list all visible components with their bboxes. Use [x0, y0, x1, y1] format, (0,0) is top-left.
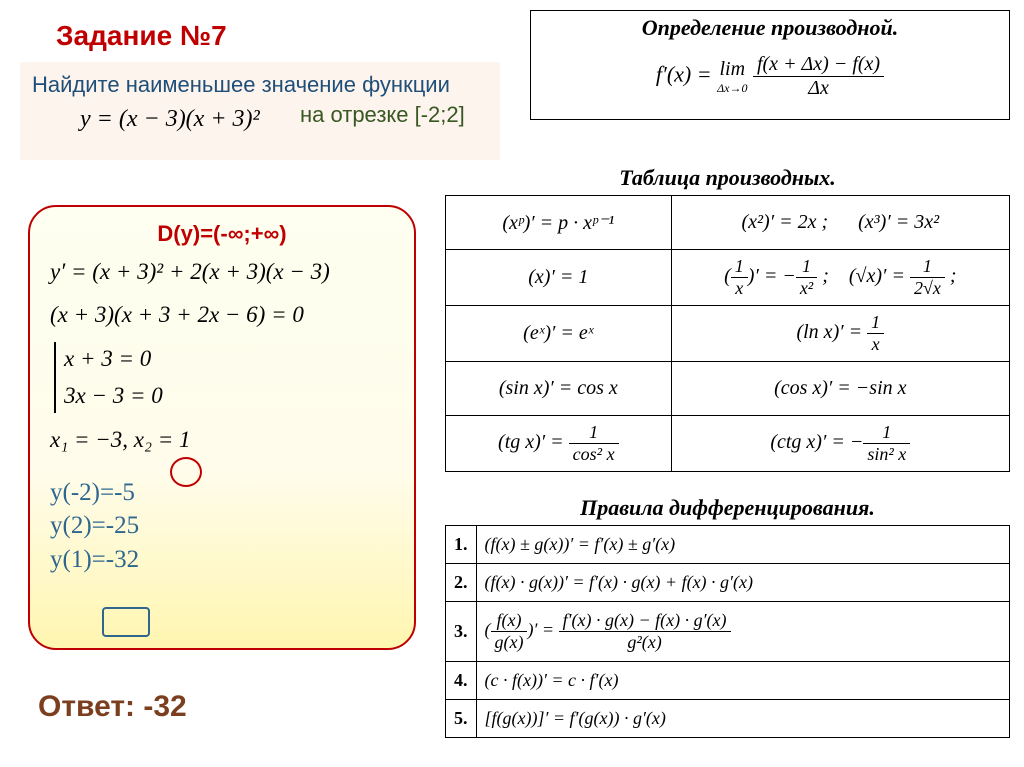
- f: 1: [796, 256, 817, 278]
- f: 1: [569, 422, 619, 444]
- rule-4: (c · f(x))′ = c · f′(x): [476, 662, 1010, 700]
- deriv-r3c2: (ln x)′ = 1x: [671, 306, 1009, 362]
- solution-box: D(y)=(-∞;+∞) y′ = (x + 3)² + 2(x + 3)(x …: [28, 205, 416, 650]
- rule-num-3: 3.: [446, 602, 477, 662]
- f: 1: [863, 422, 910, 444]
- def-sub: Δx→0: [717, 81, 747, 96]
- f: g(x): [491, 632, 528, 653]
- highlight-box: [102, 607, 150, 637]
- deriv-r1c2a: (x²)′ = 2x ;: [742, 211, 829, 233]
- def-den: Δx: [753, 77, 884, 100]
- f: g²(x): [559, 632, 731, 653]
- f: (√x)′: [849, 265, 887, 287]
- deriv-r1c1: (xᵖ)′ = p · xᵖ⁻¹: [446, 196, 672, 250]
- f: 1: [731, 256, 748, 278]
- rule-num-4: 4.: [446, 662, 477, 700]
- domain-text: D(y)=(-∞;+∞): [50, 221, 394, 247]
- rules-table-title: Правила дифференцирования.: [445, 495, 1010, 521]
- diff-rules-table: Правила дифференцирования. 1.(f(x) ± g(x…: [445, 495, 1010, 738]
- deriv-r1c2b: (x³)′ = 3x²: [858, 211, 939, 233]
- rule-num-1: 1.: [446, 526, 477, 564]
- highlight-circle: [170, 457, 202, 487]
- bracket-eq-2: 3x − 3 = 0: [64, 379, 394, 414]
- y-values: y(-2)=-5 y(2)=-25 y(1)=-32: [50, 476, 394, 577]
- f: 2√x: [910, 278, 945, 299]
- f: cos² x: [569, 444, 619, 465]
- def-lim: lim: [717, 58, 747, 81]
- deriv-r5c2: (ctg x)′ = −1sin² x: [671, 416, 1009, 472]
- f: (ctg x)′: [770, 431, 826, 453]
- f: f′(x) · g(x) − f(x) · g′(x): [559, 610, 731, 632]
- rule-5: [f(g(x))]′ = f′(g(x)) · g′(x): [476, 700, 1010, 738]
- f: x²: [796, 278, 817, 299]
- f: x: [731, 278, 748, 299]
- f: (ln x)′: [796, 321, 843, 343]
- bracket-eq-1: x + 3 = 0: [64, 342, 394, 377]
- rule-num-5: 5.: [446, 700, 477, 738]
- deriv-r4c2: (cos x)′ = −sin x: [671, 362, 1009, 416]
- rule-2: (f(x) · g(x))′ = f′(x) · g(x) + f(x) · g…: [476, 564, 1010, 602]
- f: 1: [867, 312, 884, 334]
- definition-formula: f′(x) = lim Δx→0 f(x + Δx) − f(x) Δx: [531, 45, 1009, 108]
- deriv-r5c1: (tg x)′ = 1cos² x: [446, 416, 672, 472]
- def-lhs: f′(x) =: [656, 62, 717, 87]
- definition-title: Определение производной.: [531, 11, 1009, 45]
- f: f(x): [491, 610, 528, 632]
- f: x: [867, 334, 884, 355]
- def-num: f(x + Δx) − f(x): [753, 53, 884, 77]
- y-value-2: y(2)=-25: [50, 509, 394, 543]
- solution-roots: x₁ = −3, x₂ = 1: [50, 423, 394, 458]
- problem-text: Найдите наименьшее значение функции: [32, 72, 488, 98]
- deriv-r3c1: (eˣ)′ = eˣ: [446, 306, 672, 362]
- solution-line-2: (x + 3)(x + 3 + 2x − 6) = 0: [50, 298, 394, 333]
- rule-3: (f(x)g(x))′ = f′(x) · g(x) − f(x) · g′(x…: [476, 602, 1010, 662]
- deriv-r4c1: (sin x)′ = cos x: [446, 362, 672, 416]
- f: sin² x: [863, 444, 910, 465]
- y-value-1: y(-2)=-5: [50, 476, 394, 510]
- problem-statement: Найдите наименьшее значение функции y = …: [20, 62, 500, 160]
- deriv-table-title: Таблица производных.: [445, 165, 1010, 191]
- rule-1: (f(x) ± g(x))′ = f′(x) ± g′(x): [476, 526, 1010, 564]
- solution-bracket: x + 3 = 0 3x − 3 = 0: [54, 342, 394, 413]
- deriv-r2c2: (1x)′ = −1x² ; (√x)′ = 12√x ;: [671, 250, 1009, 306]
- definition-box: Определение производной. f′(x) = lim Δx→…: [530, 10, 1010, 120]
- problem-interval: на отрезке [-2;2]: [300, 102, 465, 128]
- derivative-table: Таблица производных. (xᵖ)′ = p · xᵖ⁻¹ (x…: [445, 165, 1010, 472]
- y-value-3: y(1)=-32: [50, 543, 394, 577]
- f: 1: [910, 256, 945, 278]
- answer: Ответ: -32: [38, 690, 187, 724]
- rule-num-2: 2.: [446, 564, 477, 602]
- deriv-r2c1: (x)′ = 1: [446, 250, 672, 306]
- solution-line-1: y′ = (x + 3)² + 2(x + 3)(x − 3): [50, 255, 394, 290]
- f: (tg x)′: [498, 431, 545, 453]
- task-title: Задание №7: [56, 20, 227, 52]
